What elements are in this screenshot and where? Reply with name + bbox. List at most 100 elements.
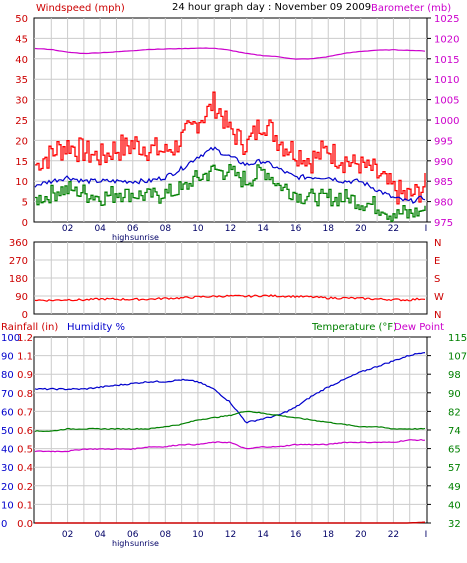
baro-y-tick: 1025 [434,14,459,25]
direction-y-ticks: 0 90 180 270 360 [9,238,28,321]
x-tick-label: 08 [160,224,172,234]
x-tick-label: 14 [257,530,269,540]
baro-y-tick: 975 [434,218,453,229]
direction-y-tick: 180 [9,274,28,285]
x-tick-label: 20 [355,530,367,540]
compass-label: N [434,238,441,249]
dewpoint-line [34,438,426,453]
wind-direction-line [34,294,426,302]
wind-y-tick: 0 [22,218,28,229]
temp-y-tick: 65 [448,445,461,456]
rain-y-tick: 0.8 [17,389,33,400]
wind-y-tick: 40 [15,55,28,66]
compass-label: N [434,310,441,321]
high-label-bottom: high [112,539,129,548]
rain-y-tick: 1.2 [17,333,33,344]
temp-y-tick: 74 [448,426,461,437]
barometer-line [34,47,426,60]
temp-y-tick: 49 [448,482,461,493]
direction-y-tick: 0 [22,310,28,321]
x-tick-label: 22 [388,224,399,234]
baro-y-tick: 1000 [434,116,459,127]
barometer-axis-title: Barometer (mb) [371,3,451,14]
avg-wind-line [34,146,426,204]
temp-y-tick: 98 [448,370,461,381]
temp-y-tick: 90 [448,389,461,400]
wind-y-tick: 35 [15,75,28,86]
rain-y-ticks: 0.0 0.1 0.2 0.4 0.5 0.6 0.7 0.8 0.9 1.1 1.2 [17,333,33,530]
humidity-y-tick: 10 [1,500,14,511]
wind-y-tick: 30 [15,96,28,107]
x-tick-label: 08 [160,530,172,540]
rain-y-tick: 0.0 [17,519,33,530]
x-tick-label: 16 [290,224,302,234]
rain-y-tick: 0.7 [17,407,33,418]
x-tick-label: I [425,530,428,540]
direction-grid [34,242,427,314]
humidity-y-tick: 40 [1,445,14,456]
x-tick-label: 02 [62,224,73,234]
x-tick-label: 04 [94,530,106,540]
baro-y-tick: 995 [434,136,453,147]
temperature-line [34,410,426,433]
x-tick-label: 14 [257,224,269,234]
high-label: high [112,233,129,242]
humidity-x-ticks: 02 04 06 08 10 12 14 16 18 20 22 I [62,530,427,540]
rain-y-tick: 0.9 [17,370,33,381]
x-tick-label: 10 [192,224,204,234]
baro-y-tick: 1005 [434,96,459,107]
temp-y-tick: 115 [448,333,467,344]
wind-y-tick: 25 [15,116,28,127]
humidity-y-tick: 50 [1,426,14,437]
rain-y-tick: 0.4 [17,463,33,474]
dewpoint-axis-title: Dew Point [394,322,444,333]
x-tick-label: 20 [355,224,367,234]
sunrise-label-bottom: sunrise [130,539,159,548]
rain-y-tick: 0.2 [17,482,33,493]
humidity-axis-title: Humidity % [67,322,125,333]
windspeed-line [35,163,426,222]
baro-y-tick: 1015 [434,55,459,66]
wind-y-tick: 45 [15,34,28,45]
rain-y-tick: 0.6 [17,426,33,437]
humidity-line [34,352,426,424]
humidity-y-tick: 100 [1,333,20,344]
compass-label: S [434,274,440,285]
gust-line [35,91,426,205]
direction-y-tick: 360 [9,238,28,249]
humidity-y-tick: 0 [1,519,7,530]
baro-y-tick: 985 [434,177,453,188]
x-tick-label: 22 [388,530,399,540]
temp-y-tick: 32 [448,519,461,530]
wind-y-tick: 20 [15,136,28,147]
direction-y-tick: 270 [9,256,28,267]
humidity-y-tick: 20 [1,482,14,493]
temp-y-tick: 82 [448,407,461,418]
direction-series [34,294,426,302]
x-tick-label: 12 [225,530,236,540]
baro-y-tick: 1010 [434,75,459,86]
humidity-y-tick: 70 [1,389,14,400]
temp-y-tick: 107 [448,352,467,363]
wind-y-tick: 5 [22,198,28,209]
wind-y-tick: 15 [15,157,28,168]
x-tick-label: 18 [323,530,335,540]
wind-baro-series [34,47,426,222]
direction-y-tick: 90 [15,292,28,303]
wind-y-tick: 10 [15,177,28,188]
humidity-y-ticks: 0 10 20 30 40 50 60 70 80 90 100 [1,333,20,530]
baro-y-ticks: 975 980 985 990 995 1000 1005 1010 1015 1020 1025 [427,14,459,229]
temperature-axis-title: Temperature (°F) [311,322,397,333]
rain-y-tick: 1.1 [17,352,33,363]
x-tick-label: 18 [323,224,335,234]
baro-y-tick: 1020 [434,34,459,45]
wind-x-ticks: 02 04 06 08 10 12 14 16 18 20 22 I [62,224,427,234]
rain-y-tick: 0.5 [17,445,33,456]
humidity-y-tick: 80 [1,370,14,381]
x-tick-label: 06 [127,224,139,234]
wind-y-ticks: 0 5 10 15 20 25 30 35 40 45 50 [15,14,28,229]
baro-y-tick: 980 [434,198,453,209]
